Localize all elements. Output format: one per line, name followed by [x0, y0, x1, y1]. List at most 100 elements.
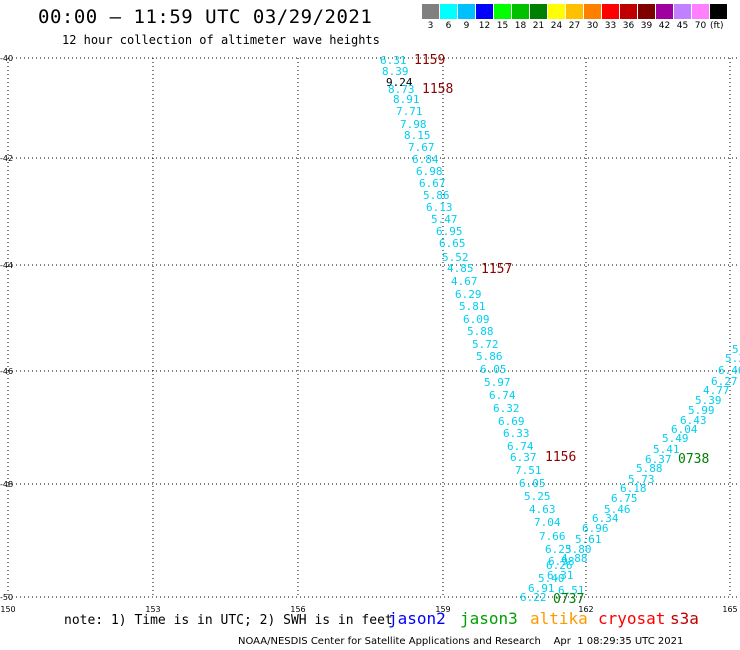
wave-height-value: 6.51	[558, 584, 585, 597]
wave-height-value: 8.39	[382, 65, 409, 78]
wave-height-value: 7.51	[515, 464, 542, 477]
wave-height-value: 6.96	[582, 522, 609, 535]
wave-height-value: 6.13	[426, 201, 453, 214]
grid-lines	[7, 57, 740, 598]
legend-swatch	[530, 4, 547, 19]
wave-height-value: 5.47	[431, 213, 458, 226]
track-segment: 5.885.73 6.375.415.496.046.435.995.394.77…	[628, 343, 740, 486]
legend-label: 12	[478, 21, 491, 31]
wave-height-value: 5.99	[688, 404, 715, 417]
lon-label: 162	[578, 605, 593, 614]
legend-label: 30	[586, 21, 599, 31]
lat-label: -42	[0, 154, 13, 163]
legend-label: 36	[622, 21, 635, 31]
wave-height-value: 6.32	[493, 402, 520, 415]
pass-time-label: 0737	[553, 592, 584, 607]
wave-height-value: 6.05	[519, 477, 546, 490]
wave-height-value: 6.91	[528, 582, 555, 595]
wave-height-value: 6.75	[611, 492, 638, 505]
wave-height-value: 6.95	[436, 225, 463, 238]
wave-height-value: 6.98	[548, 555, 575, 568]
pass-time-label: 1159	[414, 53, 445, 68]
legend-swatch	[638, 4, 655, 19]
lat-label: -50	[0, 593, 13, 602]
lon-label: 153	[145, 605, 160, 614]
legend-swatch	[494, 4, 511, 19]
legend-unit: (ft)	[710, 21, 724, 31]
wave-height-value: 7.71	[396, 105, 423, 118]
wave-height-value: 5.80	[565, 543, 592, 556]
wave-height-value: 6.04	[671, 423, 698, 436]
legend-swatch	[476, 4, 493, 19]
wave-height-value: 5.40	[538, 572, 565, 585]
lat-label: -44	[0, 261, 13, 270]
wave-height-value: 5.25	[524, 490, 551, 503]
wave-height-value: 6.37	[510, 451, 537, 464]
satellite-name: altika	[530, 609, 588, 628]
wave-height-value: 6.67	[419, 177, 446, 190]
wave-height-value: 6.43	[680, 414, 707, 427]
wave-height-value: 6.26	[546, 559, 573, 572]
legend-label: 24	[550, 21, 563, 31]
wave-height-value: 6.74	[489, 389, 516, 402]
wave-height-value: 4.63	[529, 503, 556, 516]
wave-height-value: 4.85	[447, 262, 474, 275]
wave-height-value: 7.04	[534, 516, 561, 529]
wave-height-value: 5.86	[476, 350, 503, 363]
wave-height-value: 5.81	[459, 300, 486, 313]
track-segment: 4.854.676.295.816.095.885.725.866.055.97…	[447, 262, 537, 464]
wave-height-value: 6.09	[463, 313, 490, 326]
footer-note: note: 1) Time is in UTC; 2) SWH is in fe…	[64, 613, 393, 628]
legend-label: 27	[568, 21, 581, 31]
legend-swatch	[620, 4, 637, 19]
wave-height-value: 5.88	[636, 462, 663, 475]
pass-time-label: 1158	[422, 82, 453, 97]
legend-label: 3	[427, 21, 434, 31]
wave-height-value: 6.34	[592, 512, 619, 525]
pass-time-label: 0738	[678, 452, 709, 467]
wave-height-value: 4.67	[451, 275, 478, 288]
satellite-name: cryosat	[598, 609, 666, 628]
wave-height-value: 5.97	[484, 376, 511, 389]
lon-label: 165	[722, 605, 737, 614]
satellite-name: jason2	[388, 609, 446, 628]
legend-label: 6	[445, 21, 452, 31]
map-title: 00:00 – 11:59 UTC 03/29/2021	[38, 6, 373, 28]
wave-height-value: 6.22	[520, 591, 547, 604]
wave-height-value: 6.33	[503, 427, 530, 440]
legend-label: 45	[676, 21, 689, 31]
wave-height-value: 6.46	[718, 364, 740, 377]
wave-height-value: 6.98	[416, 165, 443, 178]
legend-label: 9	[463, 21, 470, 31]
legend-swatch	[602, 4, 619, 19]
legend-label: 18	[514, 21, 527, 31]
wave-height-value: 5.52	[442, 251, 469, 264]
wave-height-value: 6.65	[439, 237, 466, 250]
wave-height-value: 6.31	[547, 569, 574, 582]
wave-height-value: 7.67	[408, 141, 435, 154]
wave-height-value: 5.3	[725, 352, 740, 365]
legend-label: 21	[532, 21, 545, 31]
wave-height-value: 5.73	[628, 473, 655, 486]
legend-swatch	[422, 4, 439, 19]
lon-label: 150	[0, 605, 15, 614]
wave-height-value: 5.39	[695, 394, 722, 407]
legend-swatch	[566, 4, 583, 19]
track-segment: 6.51 4.885.805.616.966.345.466.756.18 0737	[553, 482, 647, 607]
altimeter-tracks: 6.318.399.248.738.917.717.988.157.671159…	[380, 53, 740, 607]
track-segment: 6.318.399.248.738.917.717.988.157.67 1159	[380, 53, 445, 154]
wave-height-value: 5.88	[467, 325, 494, 338]
legend-label: 42	[658, 21, 671, 31]
wave-height-value: 6.27	[711, 375, 738, 388]
wave-height-value: 6.74	[507, 440, 534, 453]
map-subtitle: 12 hour collection of altimeter wave hei…	[62, 33, 380, 47]
wave-height-value: 4.77	[703, 384, 730, 397]
wave-height-value: 4.88	[561, 552, 588, 565]
legend-swatch	[440, 4, 457, 19]
wave-height-value: 5.86	[423, 189, 450, 202]
wave-height-value: 6.31	[380, 54, 407, 67]
legend-swatch	[512, 4, 529, 19]
satellite-name: jason3	[460, 609, 518, 628]
pass-time-label: 1156	[545, 450, 576, 465]
